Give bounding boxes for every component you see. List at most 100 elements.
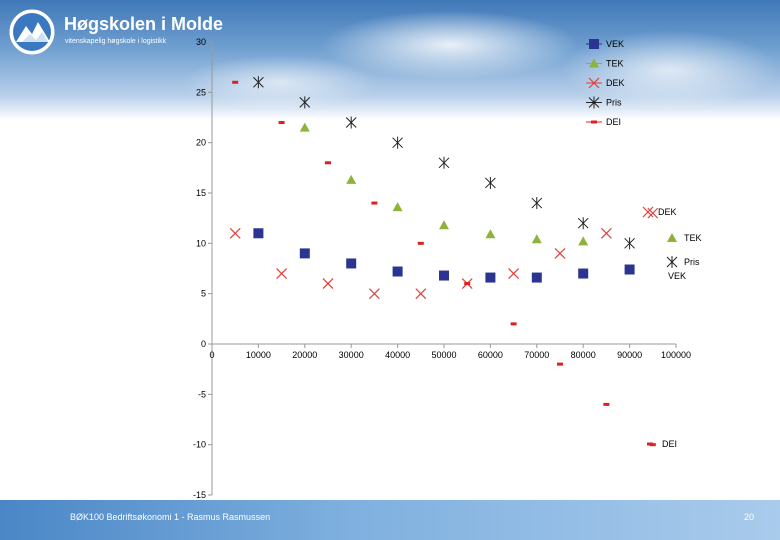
- legend-item-vek: VEK: [586, 39, 624, 49]
- x-tick-label: 30000: [339, 350, 364, 360]
- tek-point: [531, 234, 542, 244]
- marker-shape: [531, 272, 542, 283]
- dek-point: [229, 227, 241, 239]
- marker-shape: [232, 80, 239, 84]
- tek-point: [485, 229, 496, 239]
- legend-label: DEI: [606, 117, 621, 127]
- pris-point: [299, 96, 311, 109]
- tek-point: [392, 202, 403, 212]
- x-tick-label: 60000: [478, 350, 503, 360]
- dek-point: [600, 227, 612, 239]
- x-tick-label: 40000: [385, 350, 410, 360]
- school-tagline: vitenskapelig høgskole i logistikk: [65, 38, 167, 45]
- marker-shape: [346, 174, 357, 184]
- marker-shape: [485, 229, 496, 239]
- x-tick-label: 100000: [661, 350, 691, 360]
- marker-shape: [439, 270, 449, 281]
- end-label-text: DEK: [658, 207, 677, 217]
- chart-axes: 30 25 20 15 10 5 0 -5 -10 -15 0 10000 20000 30000 4000…: [193, 37, 691, 500]
- dei-point: [232, 80, 239, 84]
- vek-point: [578, 268, 589, 279]
- pris-point: [577, 217, 589, 230]
- y-tick-label: 10: [196, 238, 206, 248]
- vek-point: [624, 264, 635, 275]
- legend-marker: [588, 96, 600, 109]
- marker-stroke: [508, 268, 520, 279]
- x-tick-label: 50000: [431, 350, 456, 360]
- end-label-vek: VEK: [668, 271, 686, 281]
- dek-point: [554, 247, 566, 259]
- marker-stroke: [276, 268, 288, 279]
- marker-shape: [647, 442, 653, 446]
- x-tick-label: 90000: [617, 350, 642, 360]
- end-label-tek: TEK: [667, 233, 702, 243]
- legend-marker: [589, 39, 599, 49]
- footer-text: BØK100 Bedriftsøkonomi 1 - Rasmus Rasmus…: [70, 512, 271, 522]
- dek-point: [368, 288, 380, 300]
- vek-point: [346, 258, 357, 269]
- marker-shape: [589, 58, 599, 68]
- vek-point: [485, 272, 496, 283]
- legend-item-pris: Pris: [586, 96, 622, 109]
- dei-point: [371, 201, 378, 205]
- dek-point: [276, 268, 288, 279]
- legend-marker: [588, 77, 600, 89]
- marker-shape: [624, 264, 635, 275]
- marker-shape: [278, 121, 285, 125]
- legend-item-dei: DEI: [586, 117, 621, 127]
- cloud-decoration: [180, 55, 380, 110]
- end-label-text: Pris: [684, 257, 700, 267]
- series-end-labels: VEK TEK DEK Pris DEI: [642, 206, 702, 449]
- y-tick-label: -10: [193, 440, 206, 450]
- page-number: 20: [743, 512, 754, 522]
- dek-point: [508, 268, 520, 279]
- legend-marker: [589, 58, 599, 68]
- vek-point: [299, 248, 310, 259]
- marker-stroke: [229, 227, 241, 239]
- marker-stroke: [554, 247, 566, 259]
- pris-point: [392, 136, 403, 149]
- dei-point: [417, 241, 424, 245]
- vek-point: [531, 272, 542, 283]
- marker-shape: [325, 161, 331, 165]
- dei-point: [603, 402, 610, 406]
- marker-stroke: [415, 288, 427, 300]
- marker-shape: [531, 234, 542, 244]
- marker-shape: [371, 201, 378, 205]
- end-label-dek: DEK: [642, 206, 677, 218]
- marker-shape: [578, 236, 589, 246]
- legend-label: VEK: [606, 39, 624, 49]
- dei-point: [510, 322, 517, 326]
- marker-stroke: [600, 227, 612, 239]
- marker-shape: [667, 233, 677, 242]
- footer-bar: BØK100 Bedriftsøkonomi 1 - Rasmus Rasmus…: [0, 500, 780, 540]
- tek-point: [346, 174, 357, 184]
- end-label-dei: DEI: [647, 439, 677, 449]
- end-label-marker: [642, 206, 654, 218]
- pris-point: [253, 76, 264, 89]
- tek-point: [439, 220, 449, 230]
- marker-shape: [464, 282, 471, 286]
- marker-stroke: [647, 207, 659, 219]
- dei-point: [278, 121, 285, 125]
- marker-shape: [346, 258, 357, 269]
- school-name: Høgskolen i Molde: [64, 14, 224, 34]
- pris-point: [531, 197, 543, 210]
- marker-shape: [439, 220, 449, 230]
- vek-point: [253, 228, 264, 239]
- marker-shape: [485, 272, 496, 283]
- legend-label: DEK: [606, 78, 625, 88]
- y-tick-label: 20: [196, 138, 206, 148]
- marker-shape: [417, 241, 424, 245]
- tek-point: [299, 122, 310, 132]
- y-tick-label: -5: [198, 389, 206, 399]
- end-label-marker: [667, 233, 677, 242]
- marker-shape: [578, 268, 589, 279]
- marker-stroke: [368, 288, 380, 300]
- pris-point: [624, 237, 635, 250]
- y-tick-label: 0: [201, 339, 206, 349]
- dek-point: [415, 288, 427, 300]
- marker-shape: [589, 39, 599, 49]
- vek-point: [439, 270, 449, 281]
